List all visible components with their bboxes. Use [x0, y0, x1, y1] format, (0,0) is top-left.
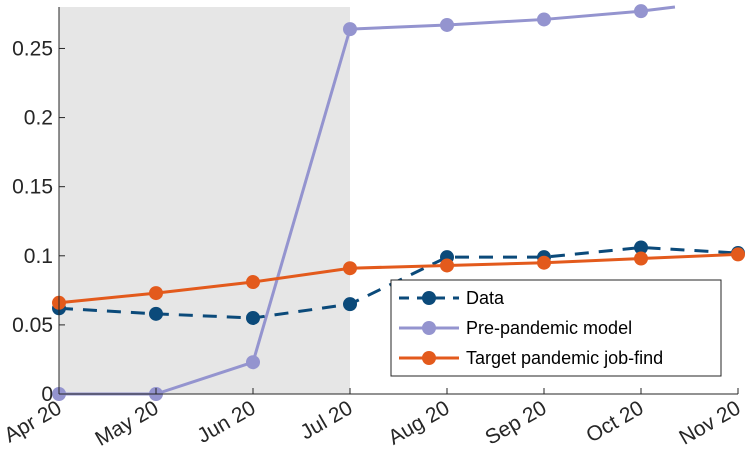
data-point — [246, 275, 260, 290]
data-point — [149, 286, 163, 301]
legend-label-target-pandemic-job-find: Target pandemic job-find — [466, 348, 663, 368]
y-tick-label: 0.2 — [24, 107, 53, 130]
data-point — [731, 247, 745, 262]
data-point — [343, 261, 357, 276]
legend-entry-data: Data — [399, 288, 505, 308]
data-point — [440, 17, 454, 32]
x-tick-label: Sep 20 — [481, 396, 550, 449]
series-line — [59, 5, 676, 396]
y-tick-label: 0.15 — [12, 176, 53, 199]
data-point — [634, 4, 648, 19]
series-target-pandemic-job-find — [52, 247, 745, 310]
legend-entry-target-pandemic-job-find: Target pandemic job-find — [399, 348, 663, 368]
data-point — [246, 310, 260, 325]
data-point — [440, 258, 454, 273]
x-tick-label: Jun 20 — [193, 396, 259, 447]
data-point — [634, 251, 648, 266]
legend: Data Pre-pandemic model Target pandemic … — [390, 279, 722, 377]
series-pre-pandemic-model — [52, 4, 676, 401]
series-line — [58, 252, 739, 305]
data-point — [343, 22, 357, 37]
x-tick-label: May 20 — [91, 396, 162, 450]
x-tick-label: Apr 20 — [0, 396, 65, 447]
legend-label-pre-pandemic-model: Pre-pandemic model — [466, 318, 632, 338]
data-point — [537, 255, 551, 270]
x-tick-label: Oct 20 — [582, 396, 647, 447]
x-tick-label: Nov 20 — [675, 396, 744, 449]
shaded-region — [59, 7, 350, 394]
data-point — [634, 240, 648, 255]
x-tick-label: Jul 20 — [296, 396, 356, 444]
y-tick-label: 0.1 — [24, 245, 53, 268]
data-point — [246, 355, 260, 370]
data-point — [343, 297, 357, 312]
x-tick-label: Aug 20 — [384, 396, 453, 449]
legend-entry-pre-pandemic-model: Pre-pandemic model — [399, 318, 632, 338]
y-tick-label: 0.05 — [12, 314, 53, 337]
legend-label-data: Data — [466, 288, 505, 308]
y-tick-label: 0.25 — [12, 37, 53, 60]
data-point — [537, 12, 551, 27]
data-point — [149, 306, 163, 321]
y-tick-label: 0 — [41, 383, 53, 406]
